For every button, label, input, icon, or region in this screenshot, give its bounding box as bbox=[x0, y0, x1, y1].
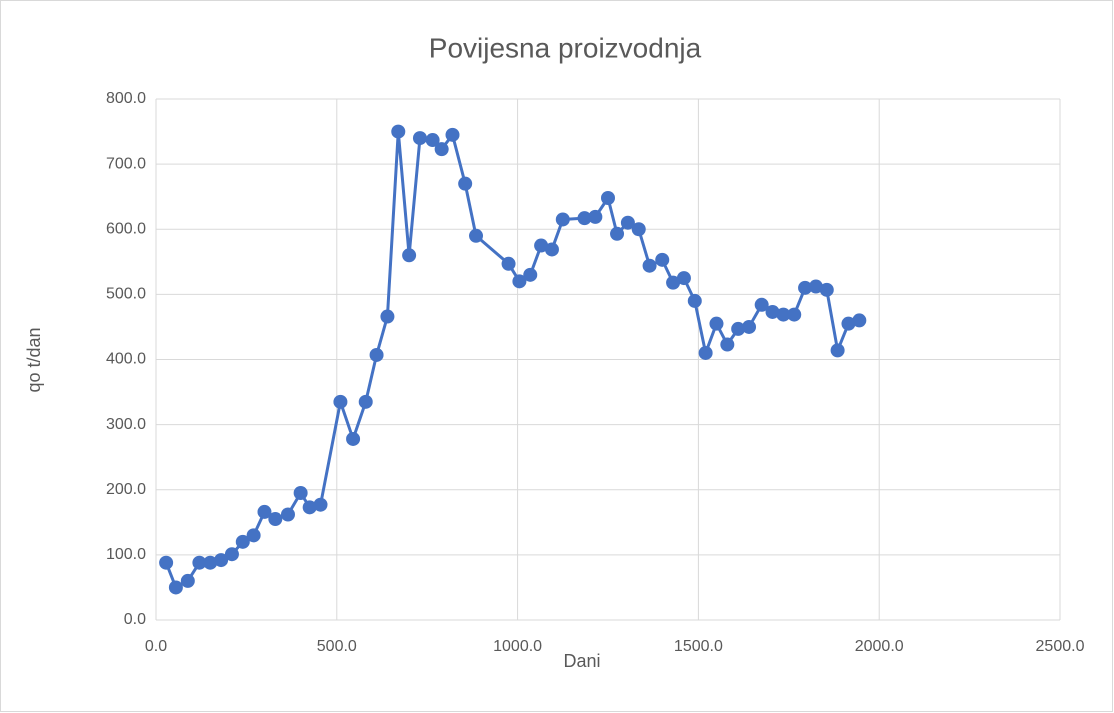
x-tick-label: 2000.0 bbox=[855, 638, 904, 655]
data-point bbox=[512, 274, 527, 289]
data-point bbox=[601, 190, 615, 205]
data-point bbox=[214, 553, 229, 568]
data-point bbox=[412, 131, 427, 146]
data-point bbox=[709, 316, 724, 331]
y-tick-label: 500.0 bbox=[106, 286, 146, 303]
data-point bbox=[742, 319, 757, 334]
data-point bbox=[434, 142, 449, 157]
data-point bbox=[469, 228, 484, 243]
y-tick-label: 100.0 bbox=[106, 546, 146, 563]
data-point bbox=[358, 394, 373, 409]
data-point bbox=[445, 127, 460, 142]
data-point bbox=[776, 307, 791, 322]
y-tick-label: 800.0 bbox=[106, 90, 146, 107]
data-point bbox=[458, 176, 473, 191]
data-point bbox=[787, 307, 802, 322]
data-point bbox=[369, 347, 384, 362]
data-point bbox=[577, 211, 592, 226]
y-tick-label: 600.0 bbox=[106, 220, 146, 237]
y-tick-label: 0.0 bbox=[124, 611, 146, 628]
data-point bbox=[402, 248, 417, 263]
data-point bbox=[192, 555, 207, 570]
data-point bbox=[534, 238, 549, 253]
data-point bbox=[391, 124, 406, 139]
data-point bbox=[698, 345, 713, 360]
data-point bbox=[687, 293, 702, 308]
data-point bbox=[280, 507, 295, 522]
data-point bbox=[180, 573, 195, 588]
data-point bbox=[425, 133, 440, 148]
data-point bbox=[676, 271, 691, 286]
data-point bbox=[830, 343, 845, 358]
y-axis-label: qo t/dan bbox=[24, 327, 44, 392]
y-tick-label: 700.0 bbox=[106, 155, 146, 172]
y-tick-label: 300.0 bbox=[106, 416, 146, 433]
data-point bbox=[620, 215, 635, 230]
data-point bbox=[246, 528, 261, 543]
y-tick-label: 400.0 bbox=[106, 351, 146, 368]
data-point bbox=[555, 212, 570, 227]
data-point bbox=[346, 431, 361, 446]
data-point bbox=[235, 534, 250, 549]
data-point bbox=[302, 500, 317, 515]
data-point bbox=[666, 275, 681, 290]
data-point bbox=[765, 304, 780, 319]
data-point bbox=[720, 337, 735, 352]
data-point bbox=[257, 504, 272, 519]
x-tick-label: 500.0 bbox=[317, 638, 357, 655]
data-point bbox=[544, 242, 559, 257]
data-point bbox=[754, 297, 769, 312]
x-tick-label: 1500.0 bbox=[674, 638, 723, 655]
data-point bbox=[168, 580, 183, 595]
x-tick-label: 2500.0 bbox=[1036, 638, 1085, 655]
data-point bbox=[798, 280, 813, 295]
data-point bbox=[159, 555, 174, 570]
data-point bbox=[588, 209, 603, 224]
x-axis-label: Dani bbox=[563, 651, 600, 671]
data-point bbox=[313, 497, 328, 512]
data-point bbox=[333, 394, 348, 409]
data-point bbox=[852, 313, 867, 328]
chart-title: Povijesna proizvodnja bbox=[429, 32, 702, 63]
data-point bbox=[841, 316, 856, 331]
data-point bbox=[819, 282, 834, 297]
data-point bbox=[808, 279, 823, 294]
y-tick-label: 200.0 bbox=[106, 481, 146, 498]
data-point bbox=[380, 309, 395, 324]
data-point bbox=[293, 486, 308, 501]
x-tick-label: 0.0 bbox=[145, 638, 167, 655]
data-point bbox=[224, 547, 239, 562]
data-point bbox=[610, 226, 625, 241]
data-point bbox=[642, 258, 657, 273]
data-point bbox=[731, 321, 746, 336]
data-point bbox=[631, 222, 646, 237]
data-point bbox=[655, 252, 670, 267]
data-point bbox=[501, 256, 516, 271]
data-point bbox=[523, 267, 538, 282]
data-point bbox=[203, 555, 218, 570]
data-point bbox=[268, 512, 283, 527]
x-tick-label: 1000.0 bbox=[493, 638, 542, 655]
